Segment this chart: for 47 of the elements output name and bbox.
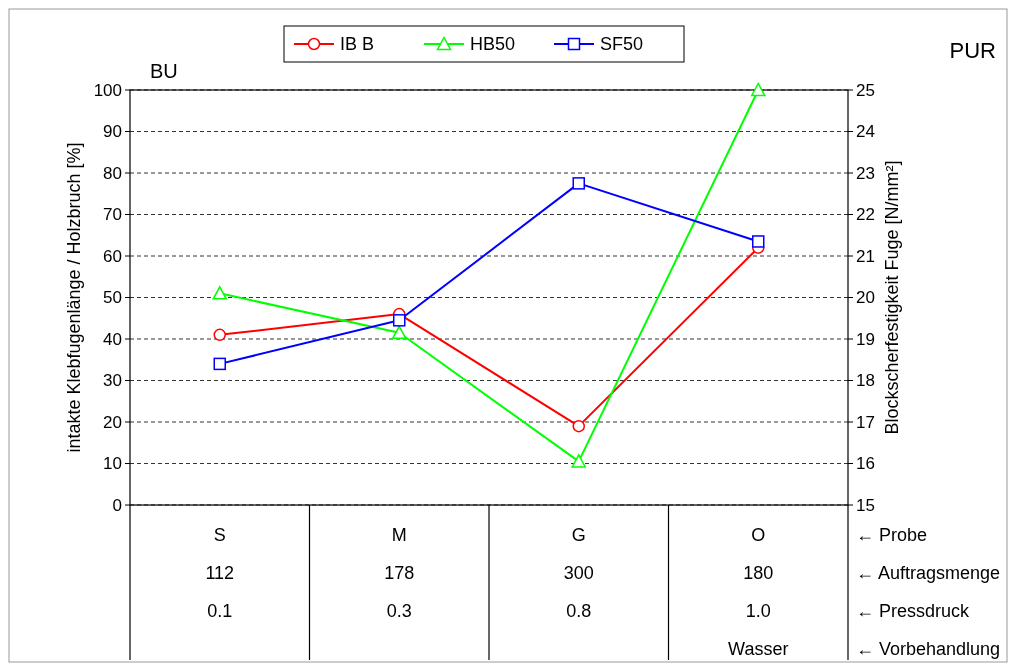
text: BU [150,60,178,82]
y-tick-label: 20 [103,412,122,432]
y2-tick-label: 22 [856,205,875,225]
y2-tick-label: 20 [856,288,875,308]
y2-tick-label: 17 [856,412,875,432]
point [213,328,226,342]
y-tick-label: 90 [103,122,122,142]
y-tick-label: 30 [103,371,122,391]
point [392,325,407,340]
y2-tick-label: 18 [856,371,875,391]
y2-tick-label: 25 [856,80,875,100]
x-tick-label: G 300 0.8 [563,525,594,622]
legend-label: SF50 [600,34,644,55]
y-tick-label: 100 [93,80,122,100]
text: ← Pressdruck [856,601,971,622]
y-tick-label: 70 [103,205,122,225]
point [752,235,765,248]
text: ← Probe [856,525,928,546]
y2-axis-title: Blockscherfestigkeit Fuge [N/mm²] [882,160,902,435]
y2-tick-label: 15 [856,495,875,515]
y2-tick-label: 23 [856,163,875,183]
point [572,419,585,433]
y-tick-label: 40 [103,329,122,349]
y2-tick-label: 24 [856,122,875,142]
text: PUR [949,38,996,63]
y-tick-label: 60 [103,246,122,266]
y-tick-label: 80 [103,163,122,183]
text: ← Vorbehandlung [856,639,1001,660]
point [572,177,585,190]
y-tick-label: 0 [112,495,122,515]
text: ← Auftragsmenge [856,563,1001,584]
legend-label: HB50 [470,34,516,55]
y-axis-title: intakte Klebfugenlänge / Holzbruch [%] [64,142,84,453]
y2-tick-label: 19 [856,329,875,349]
point [751,82,766,97]
y2-tick-label: 16 [856,454,875,474]
x-tick-label: S 112 0.1 [205,525,235,622]
point [571,454,586,468]
y-tick-label: 50 [103,288,122,308]
y2-tick-label: 21 [856,246,875,266]
x-tick-label: M 178 0.3 [384,525,415,622]
x-tick-label: O 180 1.0 Wasser [728,525,789,660]
point [393,314,406,327]
legend-label: IB B [340,34,375,55]
y-tick-label: 10 [103,454,122,474]
point [212,286,227,300]
point [213,357,226,371]
